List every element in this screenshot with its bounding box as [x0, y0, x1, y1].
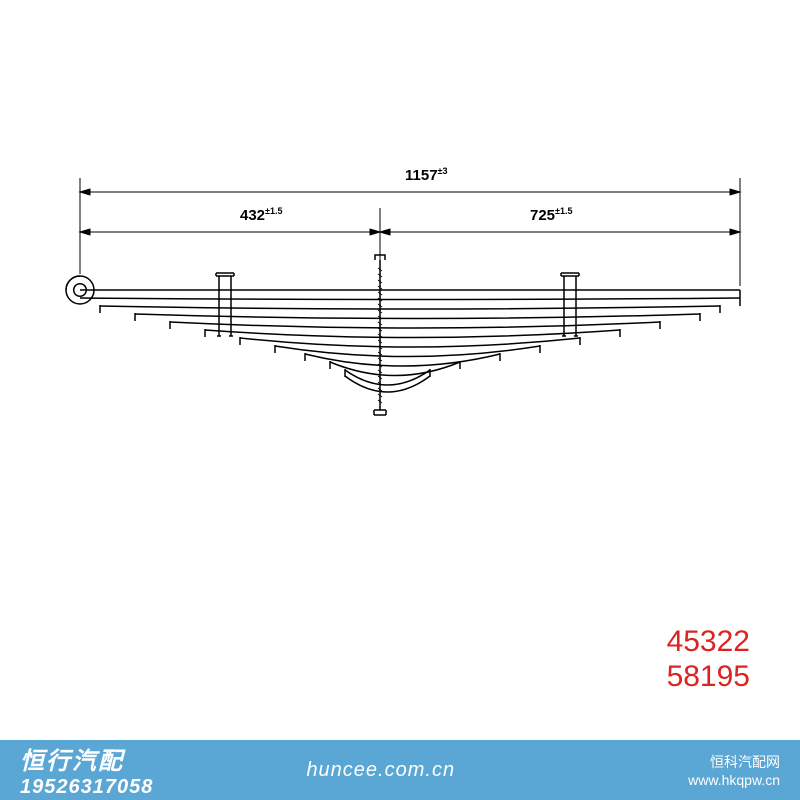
dim-left: 432±1.5 — [240, 206, 282, 224]
dim-total: 1157±3 — [405, 166, 448, 184]
footer-phone: 19526317058 — [20, 776, 153, 799]
footer-right-name: 恒科汽配网 — [710, 752, 780, 772]
footer-brand: 恒行汽配 — [20, 741, 153, 776]
part-numbers: 45322 58195 — [667, 625, 750, 694]
footer-domain: huncee.com.cn — [306, 759, 455, 782]
dim-right: 725±1.5 — [530, 206, 572, 224]
footer-bar: 恒行汽配 19526317058 huncee.com.cn 恒科汽配网 www… — [0, 740, 800, 800]
footer-right-url: www.hkqpw.cn — [688, 772, 780, 788]
part-number-2: 58195 — [667, 660, 750, 695]
footer-left: 恒行汽配 19526317058 — [20, 741, 153, 799]
footer-right: 恒科汽配网 www.hkqpw.cn — [688, 752, 780, 788]
part-number-1: 45322 — [667, 625, 750, 660]
